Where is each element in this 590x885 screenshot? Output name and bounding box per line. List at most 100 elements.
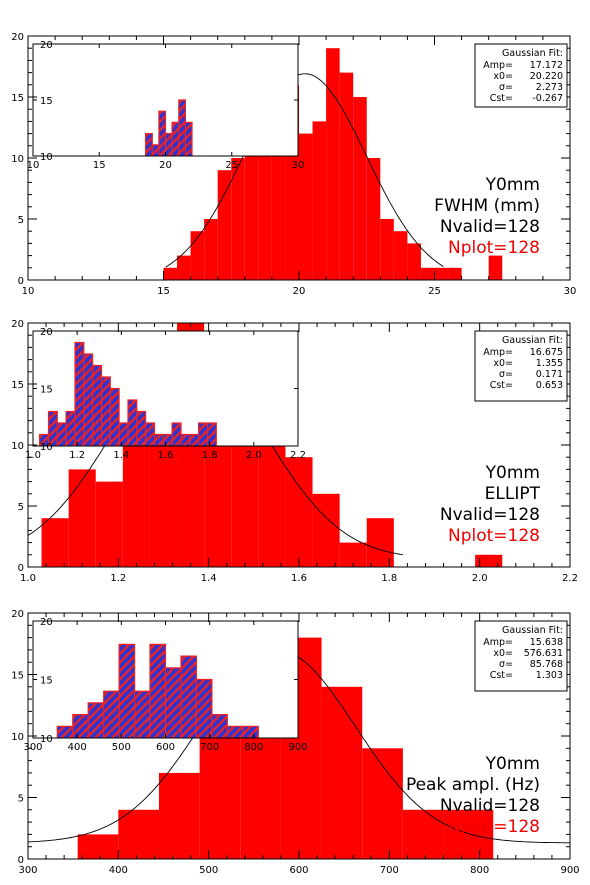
histogram-bar: [339, 542, 367, 567]
inset-histogram-bar: [103, 691, 120, 738]
inset-histogram-bar: [127, 400, 137, 446]
inset-histogram-bar: [145, 133, 153, 156]
histogram-bar: [190, 231, 205, 280]
x-tick-label: 25: [428, 286, 441, 297]
inset-histogram-bar: [172, 122, 179, 156]
inset-x-tick-label: 800: [244, 742, 263, 753]
fit-param-value: 0.653: [536, 380, 563, 391]
x-tick-label: 30: [564, 286, 577, 297]
x-tick-label: 1.0: [20, 573, 36, 584]
fit-box-title: Gaussian Fit:: [502, 335, 563, 346]
gaussian-fit-curve: [27, 650, 570, 844]
x-tick-label: 1.8: [381, 573, 397, 584]
histogram-bar: [366, 158, 381, 280]
histogram-bar: [362, 748, 403, 859]
x-tick-label: 2.2: [562, 573, 578, 584]
x-tick-label: 600: [289, 865, 308, 876]
histogram-bar: [77, 834, 119, 859]
inset-y-tick-label: 15: [40, 385, 53, 396]
x-tick-label: 800: [470, 865, 489, 876]
inset-histogram-outline: [145, 99, 193, 156]
nvalid-label: Nvalid=128: [440, 505, 540, 525]
histogram-bar: [475, 554, 503, 567]
inset-histogram-bar: [180, 434, 190, 446]
fit-param-label: σ=: [499, 82, 513, 93]
y-tick-label: 5: [18, 502, 24, 513]
inset-histogram-bar: [163, 434, 173, 446]
histogram-bar: [163, 267, 178, 280]
fit-param-value: 1.355: [536, 358, 563, 369]
inset-histogram-bar: [211, 714, 228, 738]
x-tick-label: 1.2: [110, 573, 126, 584]
histogram-bar: [312, 493, 340, 567]
fit-param-label: σ=: [499, 659, 513, 670]
y-tick-label: 0: [18, 563, 24, 574]
inset-histogram-bar: [158, 111, 166, 156]
inset-histogram-bar: [150, 644, 166, 738]
nplot-label: Nplot=128: [448, 817, 540, 837]
inset-histogram-bar: [92, 365, 102, 446]
dataset-title: Y0mm: [485, 463, 540, 483]
nplot-label: Nplot=128: [448, 238, 540, 258]
inset-x-tick-label: 2.0: [246, 450, 262, 461]
inset-histogram-bar: [180, 656, 197, 738]
inset-histogram-bar: [119, 644, 135, 738]
quantity-label: Peak ampl. (Hz): [406, 775, 540, 795]
fit-param-value: 2.273: [536, 82, 563, 93]
inset-y-tick-label: 10: [40, 734, 53, 745]
fit-param-label: σ=: [499, 369, 513, 380]
inset-histogram-bar: [48, 411, 58, 446]
inset-histogram-bar: [185, 122, 192, 156]
inset-x-tick-label: 900: [288, 742, 307, 753]
y-tick-label: 20: [11, 32, 24, 43]
inset-x-tick-label: 1.2: [69, 450, 85, 461]
inset-x-tick-label: 1.8: [202, 450, 218, 461]
inset-histogram-bar: [39, 434, 49, 446]
histogram-bar: [231, 158, 245, 280]
histogram-bar: [158, 772, 200, 859]
inset-histogram-bar: [72, 714, 89, 738]
inset-x-tick-label: 2.2: [290, 450, 306, 461]
inset-histogram-bar: [57, 423, 67, 446]
inset-histogram-bar: [165, 133, 173, 156]
histogram-bar: [326, 48, 340, 281]
quantity-label: FWHM (mm): [434, 196, 540, 216]
y-tick-label: 5: [18, 215, 24, 226]
inset-x-tick-label: 1.4: [113, 450, 129, 461]
fit-param-value: 85.768: [530, 659, 563, 670]
nvalid-label: Nvalid=128: [440, 217, 540, 237]
fit-param-label: x0=: [493, 358, 513, 369]
x-tick-label: 300: [18, 865, 37, 876]
inset-x-tick-label: 700: [200, 742, 219, 753]
inset-histogram-outline: [39, 341, 217, 446]
quantity-label: ELLIPT: [485, 484, 541, 504]
fit-param-label: x0=: [493, 71, 513, 82]
y-tick-label: 10: [11, 154, 24, 165]
inset-x-tick-label: 30: [292, 160, 305, 171]
histogram-bar: [199, 736, 241, 859]
nvalid-label: Nvalid=128: [440, 796, 540, 816]
inset-y-tick-label: 10: [40, 442, 53, 453]
chart-panel-3: 300 400 500 600 700 800 900 10 15 20 300 400 500 600 7…: [11, 609, 579, 876]
histogram-bar: [312, 121, 327, 281]
x-tick-label: 500: [199, 865, 218, 876]
histogram-bar: [420, 267, 435, 280]
fit-param-label: Amp=: [483, 347, 513, 358]
y-tick-label: 20: [11, 319, 24, 330]
histogram-bar: [204, 219, 218, 280]
fit-results-box: [474, 620, 568, 692]
fit-box-title: Gaussian Fit:: [502, 625, 563, 636]
inset-histogram-bar: [172, 423, 181, 446]
histogram-bar: [244, 133, 259, 280]
x-tick-label: 20: [293, 286, 306, 297]
y-tick-label: 15: [11, 380, 24, 391]
y-tick-label: 0: [18, 276, 24, 287]
histogram-bar: [448, 267, 462, 280]
inset-histogram-bar: [154, 434, 164, 446]
histogram-bar: [95, 481, 123, 567]
fit-param-label: Amp=: [483, 60, 513, 71]
histogram-bar: [271, 121, 286, 281]
inset-histogram-bar: [57, 726, 73, 738]
x-tick-label: 900: [560, 865, 579, 876]
